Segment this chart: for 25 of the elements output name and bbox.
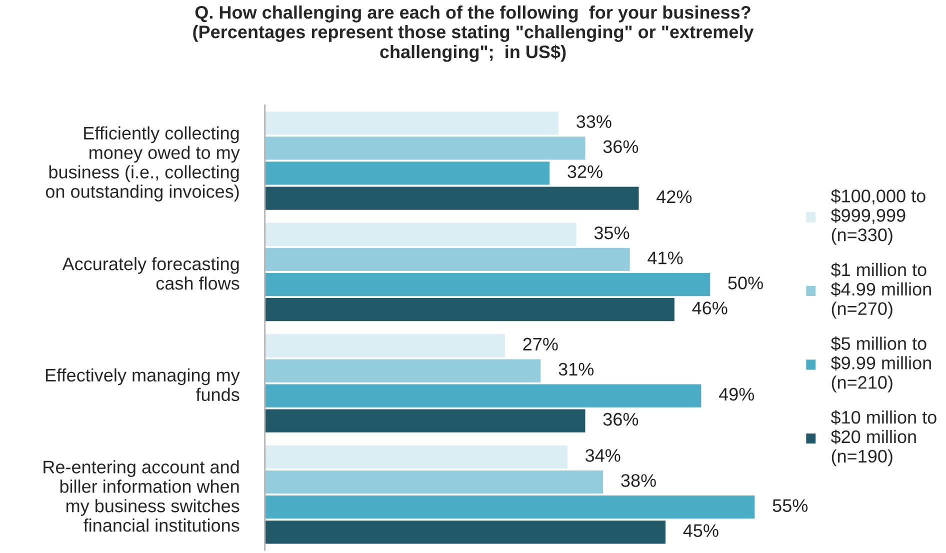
data-label: 34%	[585, 449, 620, 462]
data-label: 38%	[621, 474, 656, 487]
y-tick-label: Efficiently collecting money owed to my business (i.e., collecting on outstanding invoices)	[46, 126, 240, 202]
data-label: 33%	[576, 115, 612, 128]
data-label: 55%	[772, 499, 808, 512]
y-tick-label: Re-entering account and biller information when my business switches financial institutions	[44, 460, 240, 532]
legend-label: $10 million to $20 million (n=190)	[830, 410, 936, 466]
data-label: 35%	[594, 226, 630, 240]
data-label: 36%	[603, 140, 638, 154]
data-label: 45%	[683, 524, 718, 537]
data-label: 46%	[692, 302, 728, 314]
data-label: 32%	[568, 165, 602, 178]
data-label: 31%	[558, 362, 594, 376]
data-label: 49%	[718, 388, 754, 401]
data-label: 36%	[603, 412, 638, 426]
legend-label: $100,000 to $999,999 (n=330)	[830, 188, 926, 245]
legend-label: $1 million to $4.99 million (n=270)	[830, 262, 931, 319]
data-label: 42%	[656, 190, 692, 204]
y-tick-label: Accurately forecasting cash flows	[62, 257, 240, 290]
chart-title: Q. How challenging are each of the following for your business? (Percentages represent those stating "challenging" or "extremely challenging"; in US$)	[193, 6, 754, 62]
legend-label: $5 million to $9.99 million (n=210)	[830, 336, 931, 392]
data-label: 27%	[523, 338, 558, 351]
data-label: 50%	[728, 276, 763, 290]
data-label: 41%	[648, 252, 683, 264]
y-tick-label: Effectively managing my funds	[46, 368, 240, 402]
